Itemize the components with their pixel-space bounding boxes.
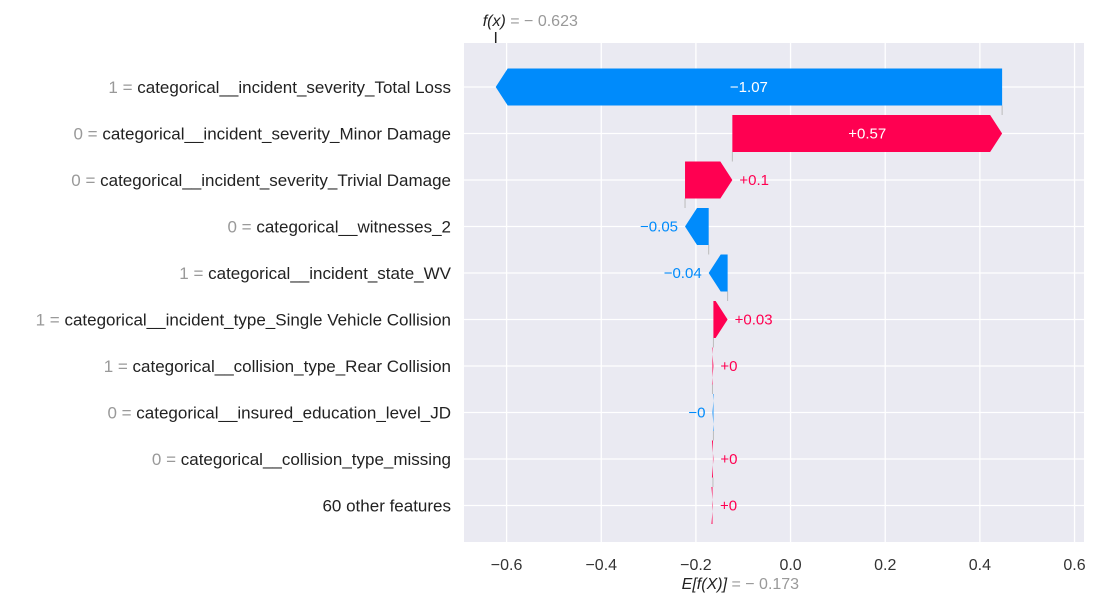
bar-layer: −1.07 +0.57 +0.1 −0.05 −0.04 +0.03 +0 −0 +0 +0 <box>495 68 1003 524</box>
x-axis-ticks: −0.6 −0.4 −0.2 0.0 0.2 0.4 0.6 <box>491 557 1086 574</box>
contribution-bar <box>732 115 1003 152</box>
bar-value-label: −0.05 <box>640 219 678 236</box>
x-tick-label: 0.0 <box>779 557 801 574</box>
contribution-bar <box>708 254 728 292</box>
feature-value: 0 = <box>152 450 181 469</box>
feature-value: 1 = <box>36 311 65 330</box>
feature-label: 0 = categorical__witnesses_2 <box>227 218 451 237</box>
feature-value: 0 = <box>107 404 136 423</box>
feature-label: 1 = categorical__incident_severity_Total… <box>108 78 451 97</box>
bar-value-label: −1.07 <box>730 79 768 96</box>
feature-name: 60 other features <box>322 497 451 516</box>
feature-label: 0 = categorical__incident_severity_Trivi… <box>71 171 451 190</box>
bar-value-label: −0.04 <box>664 265 702 282</box>
efx-annotation: E[f(X)] = − 0.173 <box>682 576 800 593</box>
x-tick-label: −0.2 <box>680 557 712 574</box>
fx-annotation: f(x) = − 0.623 <box>483 13 578 30</box>
contribution-bar <box>713 301 728 338</box>
feature-label: 60 other features <box>322 497 451 516</box>
feature-label: 0 = categorical__collision_type_missing <box>152 450 451 469</box>
feature-value: 1 = <box>104 357 133 376</box>
feature-label: 1 = categorical__incident_state_WV <box>179 264 451 283</box>
bar-value-label: −0 <box>688 405 705 422</box>
x-tick-label: 0.4 <box>969 557 991 574</box>
feature-label: 1 = categorical__collision_type_Rear Col… <box>104 357 451 376</box>
feature-label: 0 = categorical__incident_severity_Minor… <box>73 125 451 144</box>
contribution-bar <box>495 68 1003 106</box>
fx-label: f(x) <box>483 13 506 30</box>
contribution-bar <box>685 208 709 245</box>
feature-name: categorical__collision_type_missing <box>181 450 451 469</box>
feature-label: 1 = categorical__incident_type_Single Ve… <box>36 311 451 330</box>
feature-name: categorical__incident_severity_Minor Dam… <box>102 125 451 144</box>
feature-label-layer: 1 = categorical__incident_severity_Total… <box>36 78 452 516</box>
efx-value: = − 0.173 <box>727 576 799 593</box>
feature-name: categorical__incident_type_Single Vehicl… <box>64 311 451 330</box>
bar-value-label: +0.03 <box>735 312 773 329</box>
feature-value: 0 = <box>227 218 256 237</box>
feature-value: 1 = <box>179 264 208 283</box>
x-tick-label: 0.2 <box>874 557 896 574</box>
feature-name: categorical__incident_severity_Trivial D… <box>100 171 451 190</box>
contribution-bar <box>712 394 714 431</box>
feature-value: 1 = <box>108 78 137 97</box>
feature-value: 0 = <box>73 125 102 144</box>
feature-value: 0 = <box>71 171 100 190</box>
bar-value-label: +0 <box>720 451 737 468</box>
fx-value: = − 0.623 <box>506 13 578 30</box>
feature-name: categorical__collision_type_Rear Collisi… <box>133 357 451 376</box>
feature-label: 0 = categorical__insured_education_level… <box>107 404 451 423</box>
bar-value-label: +0.57 <box>848 126 886 143</box>
x-tick-label: −0.6 <box>491 557 523 574</box>
feature-name: categorical__incident_state_WV <box>208 264 452 283</box>
feature-name: categorical__witnesses_2 <box>256 218 451 237</box>
contribution-bar <box>685 161 733 199</box>
feature-name: categorical__insured_education_level_JD <box>136 404 451 423</box>
bar-value-label: +0 <box>720 358 737 375</box>
x-tick-label: 0.6 <box>1063 557 1085 574</box>
contribution-bar <box>711 487 713 524</box>
feature-name: categorical__incident_severity_Total Los… <box>137 78 451 97</box>
bar-value-label: +0.1 <box>739 172 769 189</box>
contribution-bar <box>711 347 714 385</box>
efx-label: E[f(X)] <box>682 576 728 593</box>
bar-value-label: +0 <box>720 498 737 515</box>
x-tick-label: −0.4 <box>585 557 617 574</box>
contribution-bar <box>711 440 714 478</box>
